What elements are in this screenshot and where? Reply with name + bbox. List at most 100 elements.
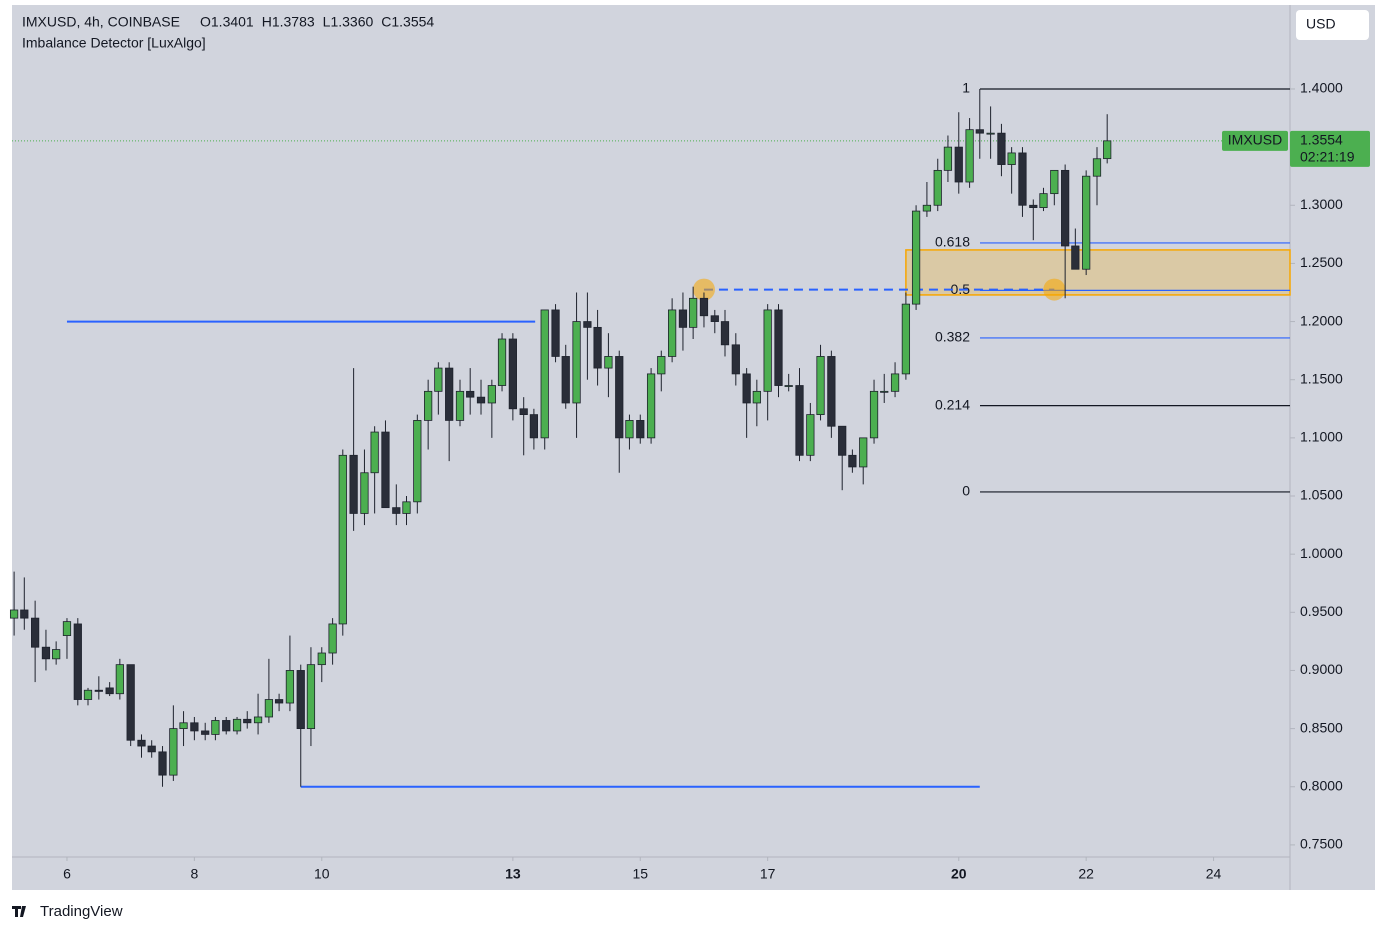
candle-body: [201, 730, 210, 735]
candle: [763, 304, 772, 421]
candle-body: [519, 408, 528, 416]
candle-body: [1082, 175, 1091, 270]
candle-body: [742, 373, 751, 404]
candle: [668, 298, 677, 363]
chart-background: [12, 5, 1375, 890]
candle: [253, 693, 263, 735]
candle-body: [1092, 158, 1102, 177]
candle-body: [869, 390, 879, 439]
candle: [83, 687, 93, 706]
candle-body: [1061, 169, 1070, 247]
candle: [901, 292, 911, 380]
candle-body: [211, 720, 220, 735]
x-tick-label: 13: [505, 866, 521, 882]
candle: [41, 629, 51, 671]
y-tick-label: 1.0000: [1300, 545, 1343, 561]
candle: [636, 414, 645, 444]
candle-body: [253, 716, 263, 724]
candle-body: [73, 623, 82, 700]
candle-body: [1007, 152, 1016, 165]
candle-body: [306, 664, 316, 730]
candle-body: [678, 309, 688, 328]
candle-body: [911, 210, 921, 305]
candle: [381, 420, 390, 509]
candle-body: [381, 431, 390, 509]
currency-button[interactable]: [1296, 10, 1369, 40]
candle: [615, 350, 624, 473]
candle-body: [424, 390, 433, 421]
candle-body: [115, 664, 124, 695]
candle: [880, 373, 889, 403]
candle-body: [317, 652, 326, 666]
candle-body: [222, 720, 231, 732]
price-tag: [1290, 130, 1370, 167]
candle: [137, 734, 146, 758]
candle: [413, 414, 422, 514]
candle-body: [922, 204, 932, 212]
candle: [31, 600, 40, 683]
x-tick-label: 10: [314, 866, 330, 882]
candle-body: [540, 309, 549, 439]
candle-body: [731, 344, 740, 375]
candle: [508, 333, 517, 421]
candle: [561, 344, 570, 409]
candle: [1007, 147, 1016, 194]
candle: [222, 716, 231, 735]
candle-body: [392, 507, 401, 514]
symbol-tag: [1222, 130, 1288, 151]
candle-body: [965, 129, 974, 183]
candle: [731, 333, 740, 386]
x-tick-label: 8: [190, 866, 198, 882]
candle-body: [774, 309, 783, 386]
y-tick-label: 1.2500: [1300, 254, 1343, 270]
candle-body: [997, 132, 1006, 165]
y-tick-label: 1.3000: [1300, 196, 1343, 212]
candle: [529, 408, 539, 450]
y-tick-label: 0.9000: [1300, 661, 1343, 677]
candle: [593, 309, 602, 386]
candle: [943, 135, 953, 183]
candle: [551, 304, 560, 363]
candle-body: [689, 297, 698, 328]
candle-body: [1029, 204, 1038, 208]
candle-body: [615, 356, 624, 439]
candle: [997, 123, 1006, 177]
candle-body: [572, 321, 581, 404]
candle: [1029, 199, 1038, 241]
candle: [264, 658, 274, 723]
candle: [1082, 170, 1091, 276]
candle: [859, 437, 868, 485]
candle-body: [901, 303, 911, 375]
candle-body: [657, 356, 666, 375]
candle-body: [636, 420, 645, 439]
candle: [424, 379, 433, 450]
candle: [1103, 114, 1112, 164]
price-tag-value: 1.3554: [1300, 132, 1343, 148]
x-tick-label: 24: [1206, 866, 1222, 882]
candle: [370, 426, 379, 514]
tradingview-logo: TradingView: [12, 903, 123, 920]
candle-body: [859, 437, 868, 468]
candle: [126, 664, 135, 747]
candle-body: [434, 367, 443, 392]
candle-body: [838, 425, 847, 456]
candle-body: [816, 356, 825, 416]
candle-body: [1103, 140, 1112, 160]
candle-body: [158, 751, 167, 776]
candle: [816, 344, 825, 421]
x-tick-label: 15: [632, 866, 648, 882]
candle-body: [699, 297, 709, 317]
candle-body: [710, 315, 719, 322]
candle: [455, 379, 465, 427]
candle-body: [668, 309, 677, 357]
candle-body: [848, 454, 857, 468]
y-tick-label: 0.8000: [1300, 777, 1343, 793]
candle-body: [52, 649, 61, 660]
candle: [179, 711, 188, 747]
candle: [445, 362, 454, 462]
candle: [20, 577, 29, 630]
symbol-info: IMXUSD, 4h, COINBASE: [22, 14, 180, 30]
candle-body: [880, 390, 889, 393]
candle: [774, 304, 783, 398]
candle: [911, 205, 921, 310]
